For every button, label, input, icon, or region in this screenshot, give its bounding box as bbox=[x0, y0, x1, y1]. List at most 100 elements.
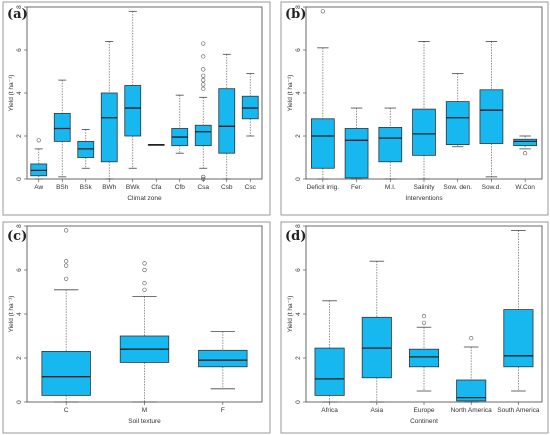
box-bwk bbox=[124, 10, 142, 169]
y-tick-label: 2 bbox=[295, 356, 302, 360]
panel-label: (d) bbox=[285, 229, 306, 244]
x-tick-label: Sow.d. bbox=[482, 184, 502, 191]
box-csc bbox=[241, 73, 259, 137]
box-bsh bbox=[53, 79, 71, 178]
box-c bbox=[41, 228, 91, 403]
y-tick-label: 2 bbox=[16, 356, 23, 360]
x-tick-label: M bbox=[142, 407, 147, 414]
x-tick-label: Africa bbox=[321, 407, 338, 414]
box-aw bbox=[30, 138, 48, 180]
panel-border bbox=[280, 221, 549, 434]
outlier-point bbox=[201, 82, 206, 87]
box-fer- bbox=[344, 107, 369, 180]
iqr-box bbox=[378, 127, 403, 163]
box-csb bbox=[218, 53, 236, 180]
y-tick-label: 8 bbox=[16, 5, 23, 9]
x-tick-label: Csc bbox=[245, 184, 257, 191]
box-m bbox=[119, 261, 170, 403]
x-tick-label: Aw bbox=[34, 184, 43, 191]
y-tick-label: 4 bbox=[16, 91, 23, 95]
box-cfb bbox=[171, 94, 189, 154]
box-sow-den- bbox=[445, 73, 470, 148]
box-bwh bbox=[100, 41, 118, 180]
x-tick-label: Asia bbox=[370, 407, 383, 414]
iqr-box bbox=[445, 101, 470, 145]
x-tick-label: Csb bbox=[221, 184, 233, 191]
outlier-point bbox=[142, 267, 147, 273]
outlier-point bbox=[201, 73, 206, 78]
panel-label: (a) bbox=[7, 7, 28, 22]
outlier-point bbox=[201, 86, 206, 91]
outlier-point bbox=[201, 174, 206, 179]
box-m-i- bbox=[378, 107, 403, 180]
iqr-box bbox=[408, 348, 440, 368]
x-tick-label: Sow. den. bbox=[443, 184, 472, 191]
x-tick-label: BWh bbox=[102, 184, 116, 191]
panel-border bbox=[2, 1, 271, 216]
y-tick-label: 4 bbox=[16, 312, 23, 316]
box-africa bbox=[314, 300, 345, 403]
y-tick-label: 6 bbox=[295, 48, 302, 52]
panel-border bbox=[280, 1, 549, 216]
outlier-point bbox=[142, 287, 147, 292]
y-axis-title: Yield (t ha⁻¹) bbox=[287, 75, 294, 112]
panel-label: (b) bbox=[285, 7, 306, 22]
x-axis-title: Soil texture bbox=[128, 418, 161, 425]
iqr-box bbox=[344, 128, 369, 179]
box-salinity bbox=[412, 41, 436, 180]
outlier-point bbox=[320, 9, 325, 14]
box-north-america bbox=[456, 336, 487, 403]
iqr-box bbox=[53, 113, 71, 142]
y-tick-label: 8 bbox=[295, 224, 302, 228]
x-tick-label: Csa bbox=[197, 184, 209, 191]
chart-panel: (c) 0 2 4 6 8 Yield (t ha⁻¹) Soil texture C M F bbox=[2, 221, 271, 434]
outlier-point bbox=[142, 261, 147, 266]
box-w-con bbox=[513, 135, 538, 156]
panel-label: (c) bbox=[7, 229, 27, 244]
x-axis-title: Climat zone bbox=[127, 195, 162, 202]
box-cfa bbox=[147, 143, 165, 146]
outlier-point bbox=[201, 54, 206, 59]
iqr-box bbox=[310, 118, 335, 169]
y-axis-title: Yield (t ha⁻¹) bbox=[8, 296, 15, 333]
outlier-point bbox=[201, 77, 206, 83]
x-tick-label: Salinity bbox=[414, 184, 436, 191]
x-tick-label: North America bbox=[451, 407, 493, 414]
y-tick-label: 6 bbox=[16, 48, 23, 52]
iqr-box bbox=[479, 89, 504, 144]
x-tick-label: BWk bbox=[126, 184, 140, 191]
x-tick-label: Cfa bbox=[151, 184, 162, 191]
y-tick-label: 8 bbox=[16, 224, 23, 228]
box-csa bbox=[194, 41, 212, 182]
iqr-box bbox=[314, 347, 345, 396]
y-tick-label: 0 bbox=[16, 177, 23, 181]
box-europe bbox=[408, 314, 440, 392]
y-tick-label: 2 bbox=[295, 134, 302, 138]
x-tick-label: F bbox=[221, 407, 225, 414]
x-tick-label: South America bbox=[497, 407, 540, 414]
x-tick-label: Deficit irrig. bbox=[307, 184, 340, 191]
x-tick-label: Cfb bbox=[175, 184, 186, 191]
x-tick-label: Europe bbox=[414, 407, 435, 414]
box-f bbox=[198, 331, 248, 390]
x-axis-title: Continent bbox=[410, 418, 438, 425]
y-tick-label: 0 bbox=[16, 400, 23, 404]
y-tick-label: 4 bbox=[295, 91, 302, 95]
box-asia bbox=[361, 260, 392, 403]
box-bsk bbox=[77, 129, 95, 169]
y-axis-title: Yield (t ha⁻¹) bbox=[8, 75, 15, 112]
x-tick-label: Fer. bbox=[351, 184, 362, 191]
x-axis-title: Interventions bbox=[405, 195, 443, 202]
iqr-box bbox=[218, 88, 236, 154]
chart-panel: (d) 0 2 4 6 8 Yield (t ha⁻¹) Continent Africa Asi… bbox=[280, 221, 549, 434]
outlier-point bbox=[64, 276, 69, 281]
outlier-point bbox=[142, 281, 147, 286]
outlier-point bbox=[64, 263, 69, 268]
iqr-box bbox=[100, 92, 118, 163]
x-tick-label: M.I. bbox=[385, 184, 396, 191]
outlier-point bbox=[421, 320, 427, 325]
box-south-america bbox=[503, 229, 534, 392]
iqr-box bbox=[412, 108, 436, 156]
